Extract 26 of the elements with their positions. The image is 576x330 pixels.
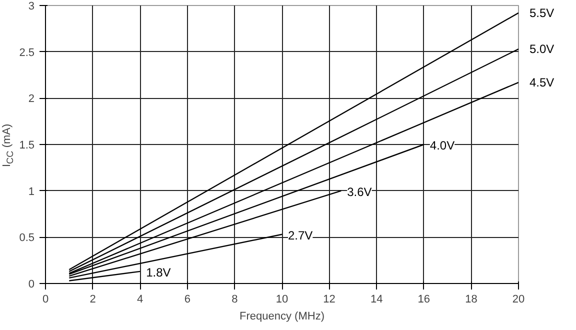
y-tick-label: 2.5	[19, 46, 35, 59]
x-tick-label: 18	[465, 294, 478, 306]
y-tick-label: 1	[28, 186, 35, 198]
y-tick-label: 2	[28, 93, 35, 106]
x-tick-label: 2	[90, 294, 96, 306]
x-tick-label: 16	[418, 294, 430, 306]
x-tick-label: 12	[323, 294, 336, 306]
x-tick-label: 8	[232, 294, 238, 306]
y-tick-label: 0.5	[19, 232, 35, 244]
series-label: 3.6V	[347, 184, 372, 199]
x-axis-title: Frequency (MHz)	[240, 310, 324, 322]
x-tick-label: 14	[370, 294, 383, 306]
x-tick-label: 20	[512, 294, 525, 306]
x-tick-label: 10	[276, 294, 288, 306]
x-tick-label: 0	[42, 294, 49, 306]
y-tick-label: 3	[28, 0, 35, 12]
series-label: 5.0V	[530, 42, 554, 56]
x-tick-label: 4	[137, 294, 144, 306]
series-label: 4.0V	[430, 138, 455, 152]
series-label: 5.5V	[530, 6, 554, 20]
series-label: 2.7V	[288, 228, 313, 242]
y-tick-label: 1.5	[19, 140, 35, 152]
series-label: 4.5V	[530, 75, 554, 90]
x-tick-label: 6	[184, 294, 190, 306]
series-label: 1.8V	[146, 265, 171, 280]
y-tick-label: 0	[28, 278, 35, 290]
